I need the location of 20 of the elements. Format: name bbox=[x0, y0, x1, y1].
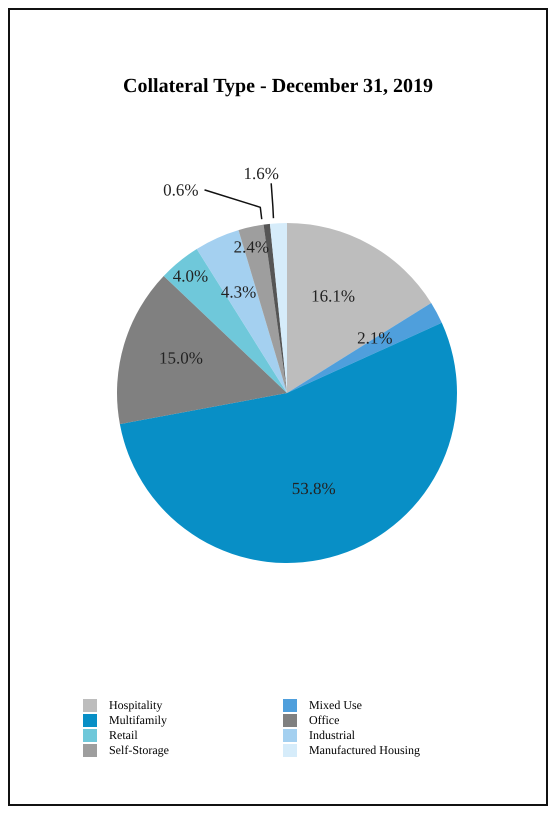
pie-slice bbox=[287, 302, 442, 393]
data-label: 4.0% bbox=[172, 266, 208, 286]
pie-slice bbox=[120, 322, 457, 563]
legend-label: Industrial bbox=[309, 728, 355, 743]
pie-slice bbox=[287, 223, 432, 393]
data-label: 53.8% bbox=[292, 479, 336, 498]
data-label: 4.3% bbox=[220, 282, 256, 302]
legend-label: Manufactured Housing bbox=[309, 743, 420, 758]
pie-slice bbox=[270, 223, 287, 393]
data-label: 16.1% bbox=[311, 286, 356, 306]
data-label: 0.6% bbox=[163, 180, 199, 200]
legend-label: Mixed Use bbox=[309, 698, 362, 713]
legend-label: Retail bbox=[109, 728, 138, 743]
legend-label: Hospitality bbox=[109, 698, 162, 713]
data-label: 15.0% bbox=[158, 348, 203, 368]
legend-label: Self-Storage bbox=[109, 743, 169, 758]
data-label: 1.6% bbox=[243, 164, 279, 183]
chart-title: Collateral Type - December 31, 2019 bbox=[122, 74, 434, 98]
legend-label: Office bbox=[309, 713, 340, 728]
legend-label: Multifamily bbox=[109, 713, 167, 728]
